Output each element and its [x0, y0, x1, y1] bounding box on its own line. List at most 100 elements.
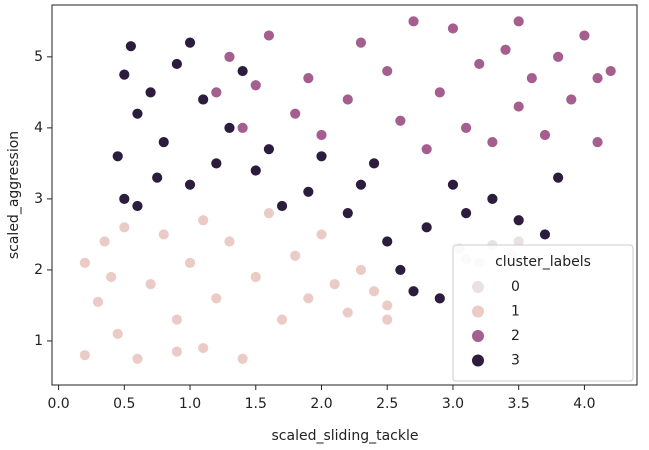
- legend-title: cluster_labels: [495, 254, 591, 270]
- point: [170, 313, 183, 326]
- legend-label: 1: [511, 304, 520, 320]
- y-tick-label: 1: [34, 333, 43, 349]
- point: [420, 221, 433, 234]
- point: [210, 86, 223, 99]
- point: [289, 249, 302, 262]
- point: [381, 299, 394, 312]
- point: [131, 200, 144, 212]
- point: [223, 50, 236, 63]
- point: [539, 129, 551, 141]
- point: [604, 65, 617, 77]
- point: [460, 207, 473, 220]
- point: [591, 136, 604, 148]
- point: [578, 29, 591, 42]
- legend-box: [452, 244, 634, 382]
- point: [552, 50, 565, 63]
- point: [184, 256, 196, 269]
- point: [105, 271, 118, 283]
- point: [276, 313, 288, 326]
- point: [210, 157, 223, 170]
- legend: cluster_labels 0 1 2 3: [452, 244, 634, 382]
- x-axis-label: scaled_sliding_tackle: [272, 428, 419, 444]
- point: [302, 185, 315, 198]
- point: [355, 36, 367, 49]
- point: [157, 228, 170, 241]
- point: [512, 100, 525, 113]
- point: [170, 345, 183, 358]
- point: [92, 295, 104, 308]
- point: [341, 306, 354, 319]
- point: [447, 178, 459, 191]
- point: [157, 136, 170, 148]
- point: [512, 214, 525, 227]
- x-tick-label: 0.0: [47, 396, 69, 412]
- point: [368, 285, 380, 298]
- point: [368, 157, 380, 170]
- x-tick-label: 3.0: [442, 396, 464, 412]
- point: [486, 193, 499, 205]
- point: [328, 278, 341, 291]
- point: [131, 107, 144, 120]
- point: [124, 40, 137, 53]
- point: [197, 342, 210, 354]
- point: [249, 271, 262, 283]
- point: [184, 178, 196, 191]
- point: [289, 107, 302, 120]
- point: [315, 150, 328, 163]
- point: [486, 136, 499, 148]
- point: [420, 143, 433, 156]
- point: [78, 256, 91, 269]
- legend-marker: [471, 280, 485, 294]
- point: [315, 129, 328, 141]
- x-tick-label: 0.5: [113, 396, 135, 412]
- point: [197, 93, 210, 106]
- point: [552, 171, 565, 184]
- point: [355, 178, 367, 191]
- point: [460, 121, 473, 134]
- point: [78, 349, 91, 362]
- point: [131, 352, 144, 365]
- y-tick-label: 4: [34, 120, 43, 136]
- point: [118, 221, 131, 234]
- point: [144, 278, 157, 291]
- legend-label: 0: [511, 279, 520, 295]
- point: [249, 79, 262, 92]
- point: [236, 352, 249, 365]
- point: [407, 15, 420, 28]
- point: [473, 58, 486, 70]
- x-tick-label: 4.0: [573, 396, 595, 412]
- point: [111, 327, 124, 340]
- point: [151, 171, 164, 184]
- point: [210, 292, 223, 305]
- point: [263, 29, 275, 42]
- point: [512, 15, 525, 28]
- point: [381, 235, 394, 248]
- point: [539, 228, 551, 241]
- point: [118, 193, 131, 205]
- point: [394, 264, 407, 276]
- point: [341, 207, 354, 220]
- point: [591, 72, 604, 85]
- point: [302, 292, 315, 305]
- point: [381, 65, 394, 77]
- y-tick-label: 3: [34, 191, 43, 207]
- point: [236, 121, 249, 134]
- point: [144, 86, 157, 99]
- point: [170, 58, 183, 70]
- x-tick-label: 3.5: [508, 396, 530, 412]
- point: [197, 214, 210, 227]
- point: [263, 207, 275, 220]
- point: [276, 200, 288, 212]
- point: [223, 121, 236, 134]
- point: [263, 143, 275, 156]
- point: [394, 114, 407, 127]
- point: [565, 93, 578, 106]
- point: [433, 292, 446, 305]
- plot-frame: [51, 4, 638, 386]
- point: [341, 93, 354, 106]
- y-tick-label: 2: [34, 262, 43, 278]
- point: [118, 68, 131, 81]
- point: [315, 228, 328, 241]
- point: [525, 72, 538, 85]
